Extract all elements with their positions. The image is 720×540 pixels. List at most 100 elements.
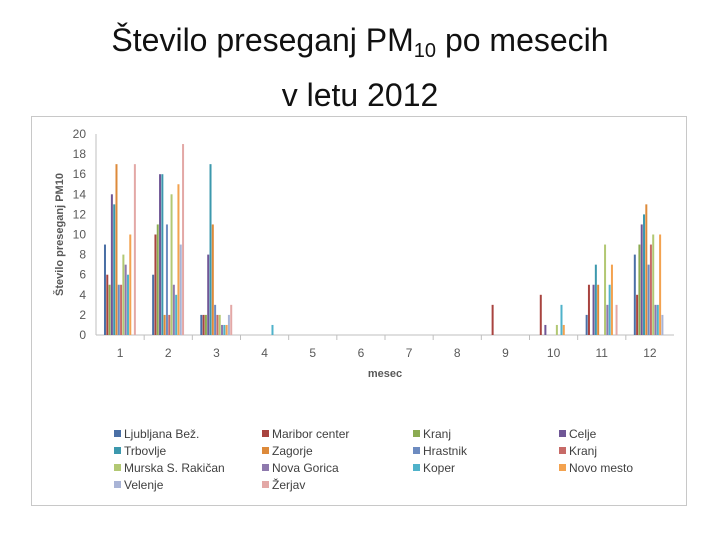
bar: [659, 234, 662, 335]
legend-label: Murska S. Rakičan: [124, 461, 225, 475]
x-tick-label: 8: [454, 346, 461, 360]
legend-label: Celje: [569, 427, 597, 441]
legend-label: Novo mesto: [569, 461, 633, 475]
bar: [225, 324, 228, 335]
x-tick-label: 12: [643, 346, 657, 360]
bar: [110, 194, 113, 335]
bar: [597, 284, 600, 335]
bar: [640, 224, 643, 335]
y-tick-label: 6: [79, 268, 86, 282]
bar: [115, 164, 118, 335]
legend-swatch: [114, 481, 121, 488]
bar: [200, 314, 203, 335]
y-tick-label: 0: [79, 328, 86, 342]
y-tick-label: 18: [73, 147, 87, 161]
bar: [113, 204, 116, 335]
bar: [592, 284, 595, 335]
bar: [133, 164, 136, 335]
bar: [585, 314, 588, 335]
bar: [636, 294, 639, 335]
bar: [615, 304, 618, 335]
bar: [156, 224, 159, 335]
bar: [216, 314, 219, 335]
bar: [209, 164, 212, 335]
x-tick-label: 4: [261, 346, 268, 360]
bar: [108, 284, 111, 335]
bar: [555, 324, 558, 335]
bar: [214, 304, 217, 335]
bar: [638, 244, 641, 335]
bar: [610, 264, 613, 335]
bar: [106, 274, 109, 335]
bar: [211, 224, 214, 335]
bar: [177, 184, 180, 335]
bar: [126, 274, 129, 335]
x-tick-label: 11: [596, 346, 609, 360]
title-subscript: 10: [413, 40, 437, 62]
bar: [604, 244, 607, 335]
bar: [179, 244, 182, 335]
y-tick-label: 2: [79, 308, 86, 322]
legend-label: Kranj: [423, 427, 451, 441]
bar: [645, 204, 648, 335]
bar: [161, 174, 164, 335]
bar: [204, 314, 207, 335]
bar: [594, 264, 597, 335]
y-tick-label: 10: [73, 228, 87, 242]
bar: [221, 324, 224, 335]
bar: [560, 304, 563, 335]
bar: [152, 274, 155, 335]
legend-swatch: [262, 430, 269, 437]
bar: [633, 254, 636, 335]
x-tick-label: 9: [502, 346, 509, 360]
bar: [654, 304, 657, 335]
bar: [587, 284, 590, 335]
y-tick-label: 8: [79, 248, 86, 262]
bar: [103, 244, 106, 335]
bar: [218, 314, 221, 335]
bar: [172, 284, 175, 335]
x-tick-label: 10: [547, 346, 561, 360]
bar: [207, 254, 210, 335]
legend-swatch: [114, 464, 121, 471]
x-tick-label: 2: [165, 346, 172, 360]
bar: [227, 314, 230, 335]
legend-swatch: [559, 430, 566, 437]
legend-label: Koper: [423, 461, 455, 475]
legend-swatch: [262, 464, 269, 471]
bar: [168, 314, 171, 335]
bar: [647, 264, 650, 335]
y-axis-title: Število preseganj PM10: [53, 173, 66, 296]
legend-swatch: [114, 430, 121, 437]
legend-label: Žerjav: [272, 477, 305, 492]
legend-swatch: [262, 481, 269, 488]
legend-label: Kranj: [569, 444, 597, 458]
bar: [182, 144, 185, 335]
bar: [165, 224, 168, 335]
title-suffix: po mesecih: [436, 22, 609, 58]
bar: [117, 284, 120, 335]
legend-swatch: [413, 447, 420, 454]
legend-label: Zagorje: [272, 444, 313, 458]
bar: [643, 214, 646, 335]
legend-swatch: [413, 430, 420, 437]
title-line-2: v letu 2012: [281, 77, 439, 113]
y-tick-label: 12: [73, 207, 87, 221]
y-tick-label: 14: [73, 187, 87, 201]
legend-label: Maribor center: [272, 427, 349, 441]
bar: [163, 314, 166, 335]
bar: [175, 294, 178, 335]
legend-swatch: [413, 464, 420, 471]
legend-label: Nova Gorica: [272, 461, 339, 475]
bar: [661, 314, 664, 335]
legend-swatch: [114, 447, 121, 454]
bar: [129, 234, 132, 335]
x-tick-label: 7: [406, 346, 413, 360]
bar: [652, 234, 655, 335]
x-tick-label: 5: [309, 346, 316, 360]
legend-label: Ljubljana Bež.: [124, 427, 199, 441]
y-tick-label: 20: [73, 127, 87, 141]
legend-label: Velenje: [124, 478, 164, 492]
bar: [539, 294, 542, 335]
bar: [562, 324, 565, 335]
